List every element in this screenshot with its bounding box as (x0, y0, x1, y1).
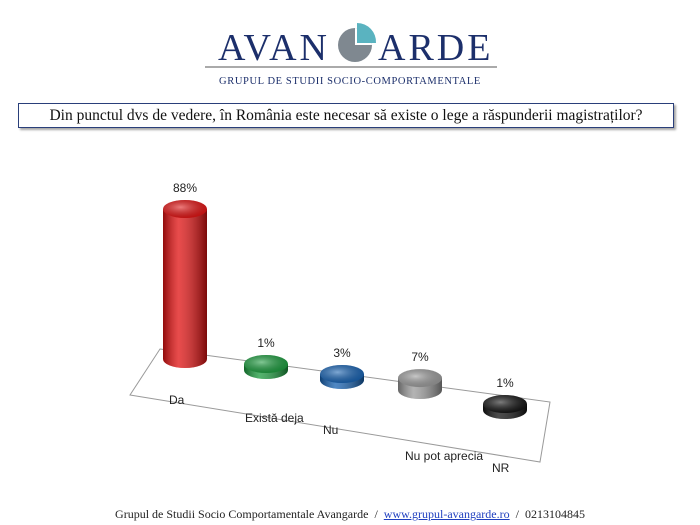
category-label: Da (169, 393, 185, 407)
brand-header: AVAN ARDE GRUPUL DE STUDII SOCIO-COMPORT… (205, 22, 497, 87)
bar-exist-deja (244, 355, 288, 379)
category-label: Există deja (245, 411, 304, 425)
bar-top-shine (320, 365, 364, 383)
bar-nu-pot-aprecia (398, 369, 442, 399)
brand-g-logo-icon (338, 22, 377, 62)
bar-nu (320, 365, 364, 389)
footer-org: Grupul de Studii Socio Comportamentale A… (115, 507, 369, 521)
brand-name-left: AVAN (218, 27, 330, 69)
footer-phone: 0213104845 (524, 507, 585, 521)
value-label: 88% (173, 181, 197, 195)
bar-top-shine (163, 200, 207, 218)
brand-name-right: ARDE (378, 27, 493, 69)
bar-top-shine (483, 395, 527, 413)
category-label: Nu (323, 423, 338, 437)
results-chart: 88% Da 1% Există deja 3% Nu 7% Nu pot aprecia 1%… (129, 181, 551, 475)
value-label: 3% (333, 346, 351, 360)
value-label: 1% (257, 336, 275, 350)
question-box: Din punctul dvs de vedere, în România es… (18, 103, 674, 128)
bar-da (163, 200, 207, 368)
value-label: 7% (411, 350, 429, 364)
bar-shading (163, 209, 207, 368)
category-label: NR (492, 461, 510, 475)
footer-website-link[interactable]: www.grupul-avangarde.ro (383, 507, 510, 521)
bar-top-shine (244, 355, 288, 373)
value-label: 1% (496, 376, 514, 390)
brand-subtitle: GRUPUL DE STUDII SOCIO-COMPORTAMENTALE (219, 76, 481, 87)
category-label: Nu pot aprecia (405, 449, 483, 463)
footer: Grupul de Studii Socio Comportamentale A… (115, 507, 585, 521)
bar-top-shine (398, 369, 442, 388)
bar-nr (483, 395, 527, 419)
